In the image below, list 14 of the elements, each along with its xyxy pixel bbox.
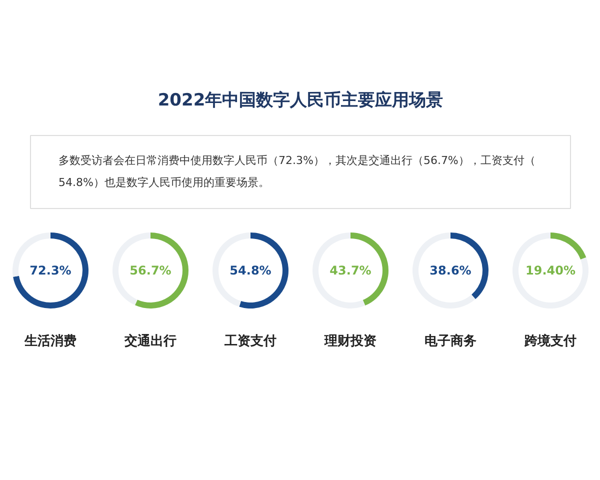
data-label: 56.7% (130, 264, 172, 278)
text: 生活消费 (24, 334, 76, 350)
text: 理财投资 (324, 334, 376, 350)
text: 多数受访者会在日常消费中使用数字人民币（72.3%），其次是交通出行（56.7%），工资支付（54.8%）也是数字人民币使用的重要场景。 (58, 154, 536, 189)
text: 工资支付 (224, 334, 276, 350)
data-label: 38.6% (430, 264, 472, 278)
data-label: 43.7% (330, 264, 372, 278)
text: 电子商务 (424, 333, 476, 350)
text: 2022年中国数字人民币主要应用场景 (158, 90, 444, 110)
data-label: 19.40% (526, 264, 576, 278)
text: 跨境支付 (524, 333, 576, 350)
text: 交通出行 (124, 333, 176, 350)
data-label: 72.3% (30, 264, 72, 278)
data-label: 54.8% (230, 264, 272, 278)
